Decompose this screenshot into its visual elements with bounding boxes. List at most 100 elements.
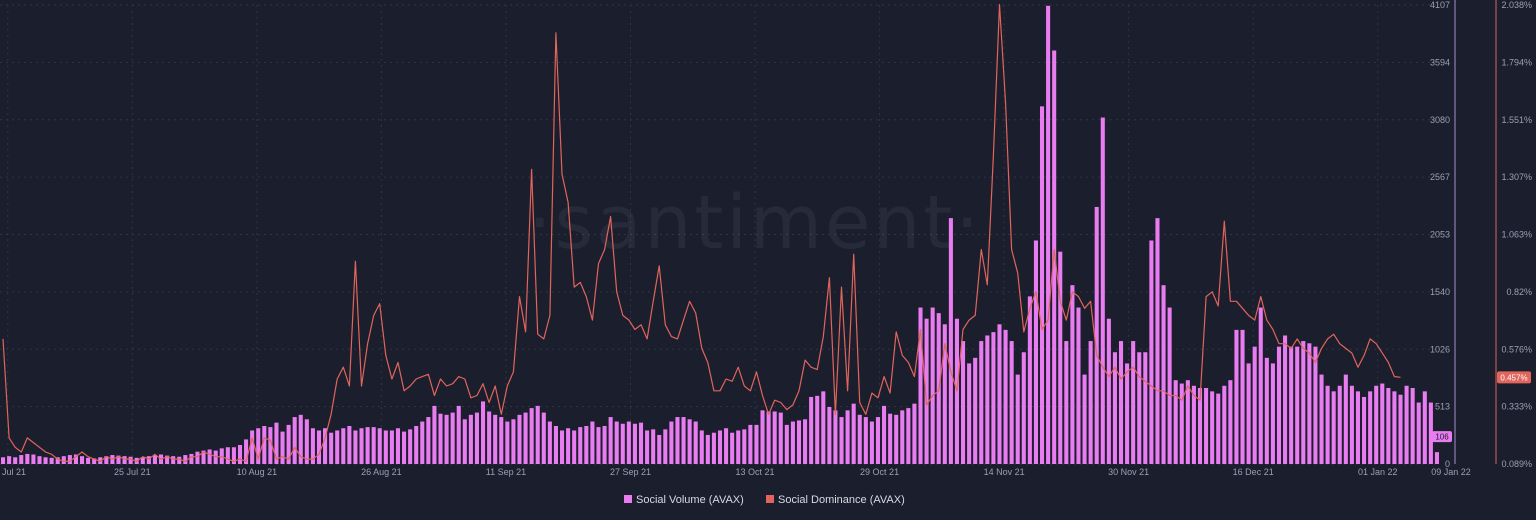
volume-bar [1270,363,1275,464]
volume-bar [869,421,874,464]
volume-bar [651,429,656,464]
volume-bar [608,417,613,464]
santiment-watermark: ·santiment· [528,180,982,266]
volume-bar [43,457,48,464]
volume-bar [578,427,583,464]
volume-bar [730,432,735,464]
legend: Social Volume (AVAX) Social Dominance (AV… [624,494,905,506]
volume-bar [165,455,170,464]
volume-bar [1301,341,1306,464]
volume-bar [626,421,631,464]
volume-bar [1070,285,1075,464]
volume-tick-label: 2567 [1430,172,1450,182]
volume-bar [1137,352,1142,464]
volume-bar [742,429,747,464]
volume-bar [918,307,923,464]
volume-bar [365,427,370,464]
volume-bar [991,332,996,464]
volume-bar [693,421,698,464]
volume-bar [1289,346,1294,464]
volume-bar [146,456,151,464]
volume-bar [1374,385,1379,464]
volume-bar [572,430,577,464]
volume-bar [1228,380,1233,464]
volume-bar [1319,374,1324,464]
volume-bar [122,456,127,464]
volume-bar [286,424,291,464]
volume-bar [1118,341,1124,464]
volume-bar [809,396,814,464]
volume-bar [632,423,637,464]
volume-bar [1052,50,1057,465]
volume-bar [1003,329,1008,464]
grid-lines [0,4,1440,465]
volume-bar [104,456,109,464]
volume-bar [195,451,200,464]
volume-bar [268,427,273,464]
volume-bar [31,454,36,464]
volume-bar [942,324,947,464]
volume-bar [1343,374,1348,464]
volume-bar [1027,296,1032,464]
volume-tick-label: 3080 [1430,115,1450,125]
volume-bar [1167,307,1172,464]
volume-bar [280,431,285,464]
volume-bar [304,419,309,464]
x-tick-label: 30 Nov 21 [1108,467,1149,477]
volume-bar [845,410,850,464]
volume-bar [1197,388,1203,464]
x-tick-label: 11 Sep 21 [486,467,526,477]
volume-bar [487,411,492,464]
volume-bar [547,421,552,464]
volume-bar [73,454,78,464]
volume-bar [1,457,6,464]
volume-bar [92,458,97,464]
volume-bar [766,411,771,464]
volume-bar [790,421,795,464]
dominance-tick-label: 1.794% [1501,57,1532,67]
volume-bar [882,405,887,464]
volume-bar [438,413,443,464]
volume-bar [316,430,322,464]
volume-bar [1283,335,1288,464]
volume-bar [1161,285,1166,464]
volume-bar [553,426,558,464]
volume-bar [1216,393,1221,464]
volume-bar [699,430,704,464]
x-tick-label: 26 Aug 21 [361,467,402,477]
volume-bar [748,424,753,464]
volume-bar [86,457,91,464]
x-tick-label: 16 Dec 21 [1233,467,1274,477]
volume-bar [499,417,504,464]
volume-bar [456,405,461,464]
volume-bar [183,455,188,464]
volume-bar [1325,385,1330,464]
volume-bar [566,428,571,464]
volume-bar [256,428,261,464]
legend-swatch-social-dominance [766,495,774,503]
volume-bar [244,439,249,464]
volume-current-label: 106 [1435,433,1449,442]
volume-bar [225,447,230,464]
volume-bar [1252,346,1257,464]
volume-bar [389,430,394,464]
volume-bar [961,341,966,464]
volume-bar [377,428,382,464]
volume-bar [481,401,486,464]
volume-bar [1100,117,1105,465]
volume-bar [7,456,12,464]
volume-bar [1331,391,1336,464]
volume-bar [1094,206,1099,465]
volume-bar [736,430,741,464]
social-dominance-line [2,3,1401,462]
volume-bar [1021,352,1026,464]
volume-bar [25,453,30,464]
volume-bar [292,417,297,464]
volume-bar [675,417,680,464]
volume-bar [1368,391,1373,464]
volume-bar [262,426,267,464]
volume-bar [189,453,194,464]
volume-bar [1264,357,1269,464]
volume-bar [432,405,437,464]
